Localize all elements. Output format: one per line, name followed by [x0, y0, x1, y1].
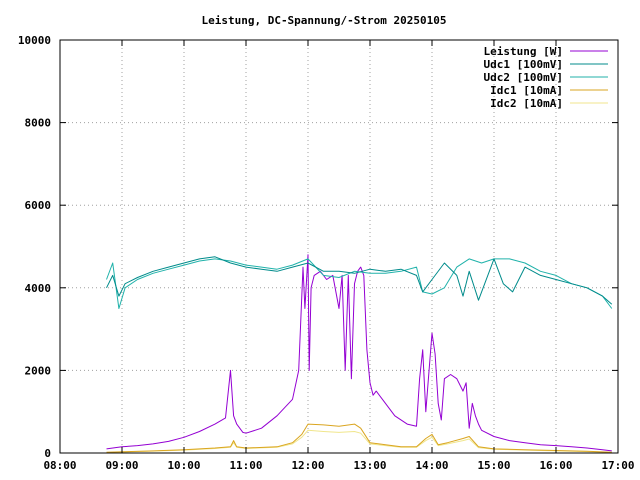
legend-label: Udc2 [100mV]	[484, 71, 563, 84]
grid	[60, 40, 618, 453]
y-tick-label: 0	[44, 447, 51, 460]
legend-label: Udc1 [100mV]	[484, 58, 563, 71]
series-line-3	[106, 258, 613, 309]
chart-title: Leistung, DC-Spannung/-Strom 20250105	[201, 14, 446, 27]
x-tick-label: 14:00	[415, 459, 448, 472]
x-tick-label: 12:00	[291, 459, 324, 472]
y-tick-label: 4000	[25, 282, 52, 295]
series-layer	[106, 254, 613, 453]
legend-label: Leistung [W]	[484, 45, 563, 58]
x-tick-label: 08:00	[43, 459, 76, 472]
x-tick-label: 16:00	[539, 459, 572, 472]
y-tick-label: 10000	[18, 34, 51, 47]
y-tick-label: 8000	[25, 117, 52, 130]
x-tick-label: 13:00	[353, 459, 386, 472]
ticks: 0 2000 4000 6000 8000 10000 08:00 09:00 10:00 11:…	[18, 34, 635, 472]
x-tick-label: 09:00	[105, 459, 138, 472]
x-tick-label: 11:00	[229, 459, 262, 472]
series-line-5	[106, 429, 612, 453]
series-line-1	[106, 254, 612, 452]
legend: Leistung [W]Udc1 [100mV]Udc2 [100mV]Idc1…	[484, 45, 608, 110]
x-tick-label: 17:00	[601, 459, 634, 472]
series-line-2	[106, 256, 613, 305]
y-tick-label: 6000	[25, 199, 52, 212]
y-tick-label: 2000	[25, 364, 52, 377]
legend-label: Idc1 [10mA]	[490, 84, 563, 97]
x-tick-label: 10:00	[167, 459, 200, 472]
plot-frame	[59, 39, 619, 454]
legend-label: Idc2 [10mA]	[490, 97, 563, 110]
series-line-4	[106, 423, 612, 453]
x-tick-label: 15:00	[477, 459, 510, 472]
